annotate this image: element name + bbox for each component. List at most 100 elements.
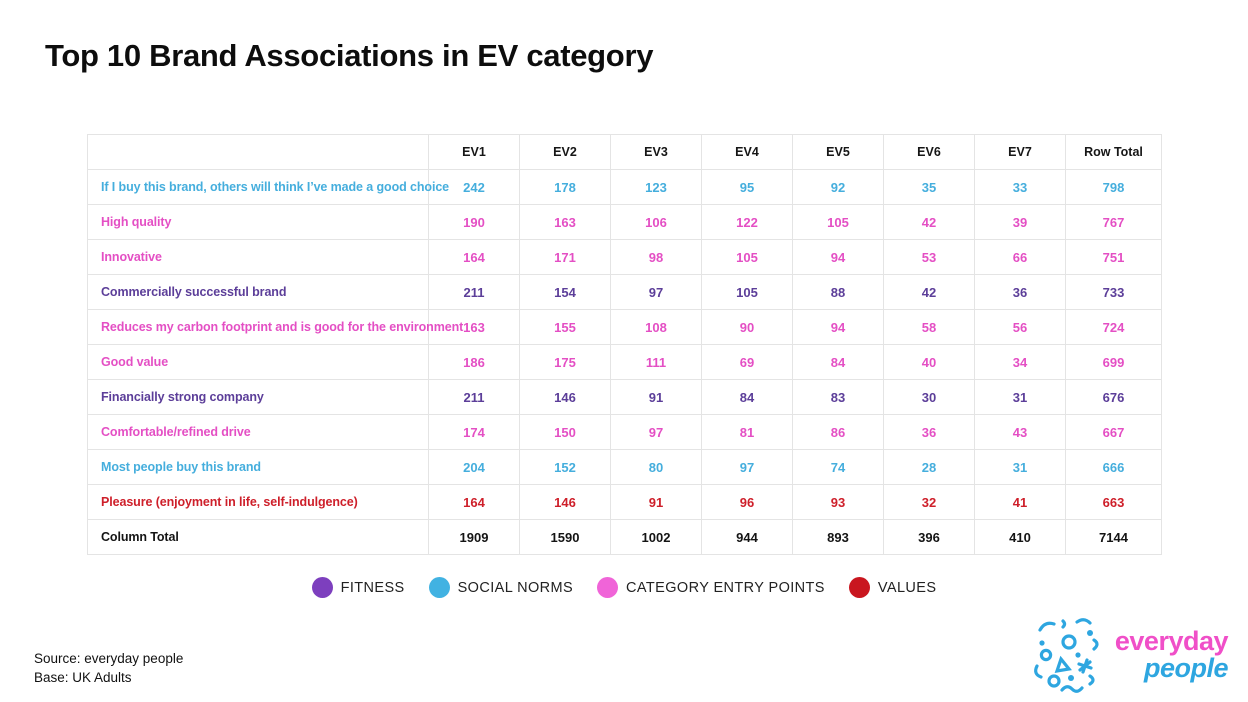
cell-value: 204 xyxy=(428,449,520,485)
cell-value: 174 xyxy=(428,414,520,450)
table-row: Pleasure (enjoyment in life, self-indulg… xyxy=(87,484,1162,520)
cell-value: 95 xyxy=(701,169,793,205)
cell-value: 211 xyxy=(428,274,520,310)
cell-value: 699 xyxy=(1065,344,1162,380)
cell-value: 31 xyxy=(974,379,1066,415)
column-header-ev3: EV3 xyxy=(610,134,702,170)
legend-label: SOCIAL NORMS xyxy=(457,579,574,596)
cell-value: 91 xyxy=(610,379,702,415)
row-label: Pleasure (enjoyment in life, self-indulg… xyxy=(87,484,429,520)
row-label: High quality xyxy=(87,204,429,240)
row-label: Reduces my carbon footprint and is good … xyxy=(87,309,463,345)
cell-value: 90 xyxy=(701,309,793,345)
cell-value: 123 xyxy=(610,169,702,205)
legend-item-values: VALUES xyxy=(848,577,937,598)
column-header-ev4: EV4 xyxy=(701,134,793,170)
category-entry-points-color-dot-icon xyxy=(597,577,619,598)
cell-value: 163 xyxy=(428,309,520,345)
row-label: Column Total xyxy=(87,519,429,555)
column-header-label xyxy=(87,134,429,170)
cell-value: 211 xyxy=(428,379,520,415)
cell-value: 39 xyxy=(974,204,1066,240)
table-row: Innovative 164 171 98 105 94 53 66 751 xyxy=(87,239,1162,275)
cell-value: 146 xyxy=(519,484,611,520)
values-color-dot-icon xyxy=(848,577,870,598)
cell-value: 1909 xyxy=(428,519,520,555)
cell-value: 108 xyxy=(610,309,702,345)
cell-value: 751 xyxy=(1065,239,1162,275)
cell-value: 36 xyxy=(883,414,975,450)
cell-value: 1590 xyxy=(519,519,611,555)
cell-value: 7144 xyxy=(1065,519,1162,555)
cell-value: 190 xyxy=(428,204,520,240)
base-line: Base: UK Adults xyxy=(34,670,132,685)
cell-value: 74 xyxy=(792,449,884,485)
cell-value: 97 xyxy=(610,274,702,310)
cell-value: 242 xyxy=(428,169,520,205)
cell-value: 41 xyxy=(974,484,1066,520)
cell-value: 105 xyxy=(701,239,793,275)
cell-value: 798 xyxy=(1065,169,1162,205)
cell-value: 83 xyxy=(792,379,884,415)
cell-value: 396 xyxy=(883,519,975,555)
row-label: Innovative xyxy=(87,239,429,275)
cell-value: 98 xyxy=(610,239,702,275)
row-label: Financially strong company xyxy=(87,379,429,415)
column-header-ev7: EV7 xyxy=(974,134,1066,170)
cell-value: 92 xyxy=(792,169,884,205)
cell-value: 666 xyxy=(1065,449,1162,485)
source-line: Source: everyday people xyxy=(34,651,184,666)
cell-value: 767 xyxy=(1065,204,1162,240)
cell-value: 40 xyxy=(883,344,975,380)
logo-word-people: people xyxy=(1143,653,1229,683)
cell-value: 58 xyxy=(883,309,975,345)
fitness-color-dot-icon xyxy=(311,577,333,598)
cell-value: 86 xyxy=(792,414,884,450)
cell-value: 56 xyxy=(974,309,1066,345)
cell-value: 42 xyxy=(883,274,975,310)
legend-item-fitness: FITNESS xyxy=(311,577,405,598)
cell-value: 175 xyxy=(519,344,611,380)
cell-value: 111 xyxy=(610,344,702,380)
cell-value: 84 xyxy=(792,344,884,380)
column-header-ev5: EV5 xyxy=(792,134,884,170)
table-row: If I buy this brand, others will think I… xyxy=(87,169,1162,205)
cell-value: 676 xyxy=(1065,379,1162,415)
cell-value: 893 xyxy=(792,519,884,555)
cell-value: 36 xyxy=(974,274,1066,310)
cell-value: 410 xyxy=(974,519,1066,555)
page-title: Top 10 Brand Associations in EV category xyxy=(45,38,654,73)
cell-value: 69 xyxy=(701,344,793,380)
legend-label: FITNESS xyxy=(340,579,405,596)
cell-value: 150 xyxy=(519,414,611,450)
social-norms-color-dot-icon xyxy=(428,577,450,598)
cell-value: 163 xyxy=(519,204,611,240)
cell-value: 164 xyxy=(428,239,520,275)
table-row: Most people buy this brand 204 152 80 97… xyxy=(87,449,1162,485)
cell-value: 93 xyxy=(792,484,884,520)
cell-value: 28 xyxy=(883,449,975,485)
legend-item-social-norms: SOCIAL NORMS xyxy=(428,577,574,598)
confetti-logo-icon xyxy=(1033,618,1099,693)
cell-value: 43 xyxy=(974,414,1066,450)
source-note: Source: everyday people Base: UK Adults xyxy=(34,649,183,687)
cell-value: 94 xyxy=(792,309,884,345)
cell-value: 186 xyxy=(428,344,520,380)
cell-value: 88 xyxy=(792,274,884,310)
row-label: If I buy this brand, others will think I… xyxy=(87,169,449,205)
cell-value: 105 xyxy=(792,204,884,240)
logo-wordmark: everyday people xyxy=(1114,626,1229,683)
cell-value: 122 xyxy=(701,204,793,240)
cell-value: 33 xyxy=(974,169,1066,205)
cell-value: 94 xyxy=(792,239,884,275)
category-legend: FITNESS SOCIAL NORMS CATEGORY ENTRY POIN… xyxy=(0,577,1248,598)
table-row: High quality 190 163 106 122 105 42 39 7… xyxy=(87,204,1162,240)
cell-value: 154 xyxy=(519,274,611,310)
cell-value: 733 xyxy=(1065,274,1162,310)
table-row: Reduces my carbon footprint and is good … xyxy=(87,309,1162,345)
cell-value: 81 xyxy=(701,414,793,450)
brand-associations-table-container: EV1 EV2 EV3 EV4 EV5 EV6 EV7 Row Total If… xyxy=(87,134,1162,555)
cell-value: 91 xyxy=(610,484,702,520)
logo-word-everyday: everyday xyxy=(1114,626,1229,656)
legend-label: VALUES xyxy=(877,579,937,596)
